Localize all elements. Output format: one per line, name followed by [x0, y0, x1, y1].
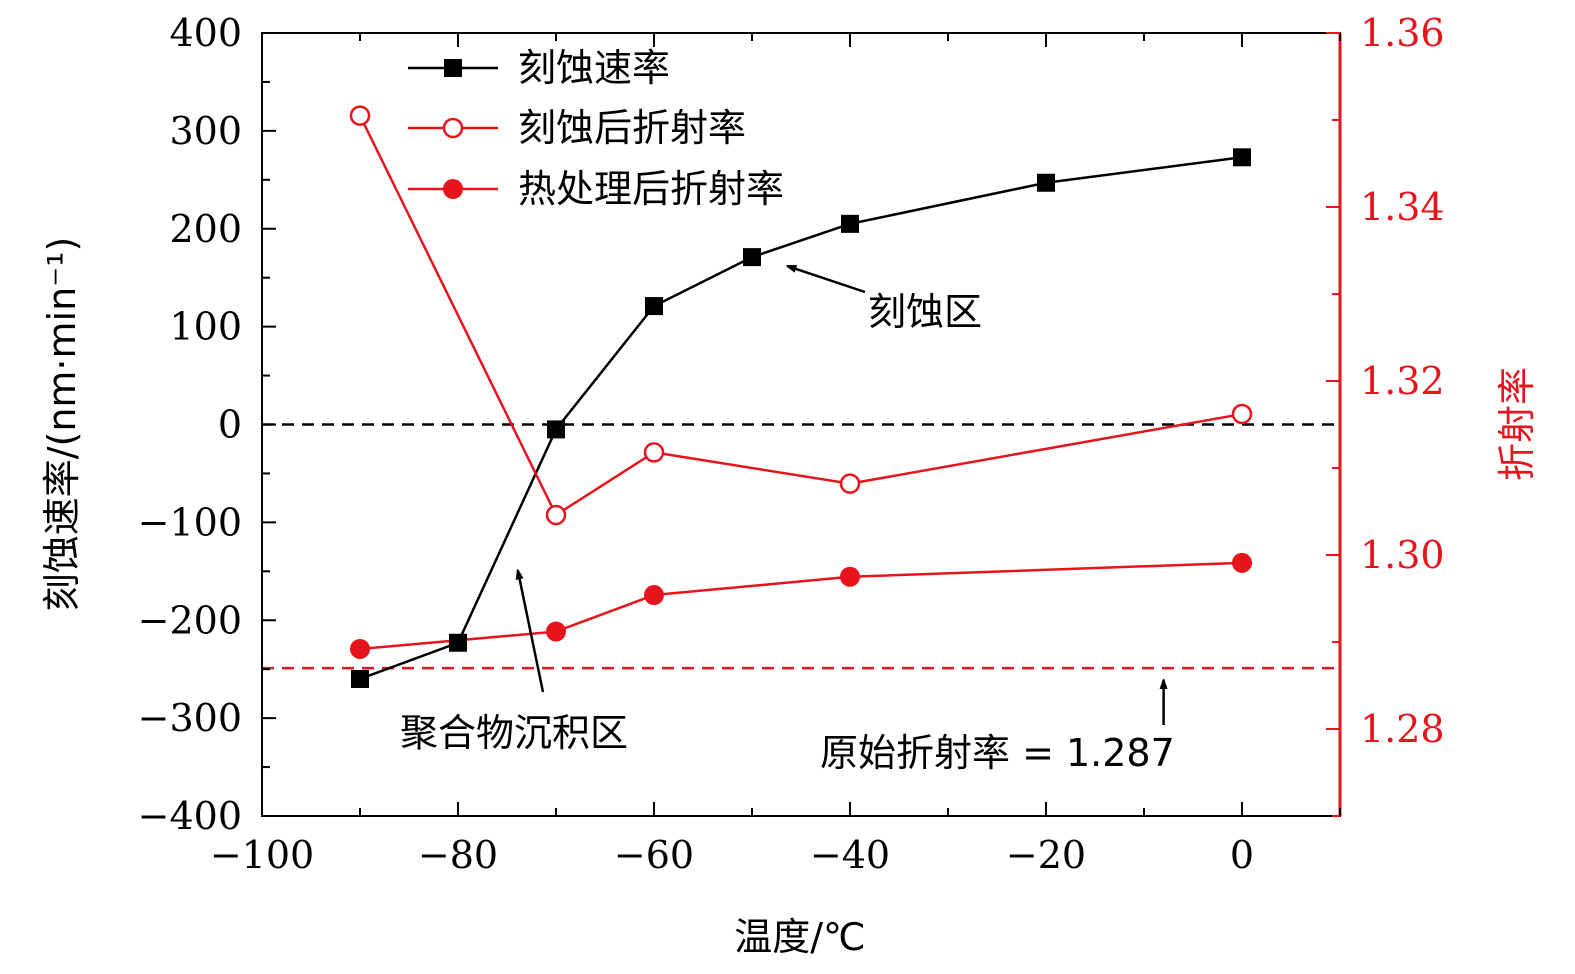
x-tick-label: −80 [418, 833, 498, 877]
original-index-label: 原始折射率 = 1.287 [820, 731, 1175, 775]
y-right-tick-label: 1.36 [1360, 11, 1445, 55]
x-tick-label: −100 [210, 833, 314, 877]
data-point-square [1037, 173, 1055, 192]
x-tick-label: 0 [1230, 833, 1254, 877]
reference-lines [262, 423, 1340, 670]
etch-zone-arrow [787, 264, 866, 294]
y-left-tick-label: 0 [218, 403, 242, 447]
data-point-filled-circle [546, 621, 566, 642]
y-left-tick-label: −200 [138, 598, 242, 642]
x-axis-title: 温度/℃ [734, 915, 865, 959]
data-point-filled-circle [644, 585, 664, 606]
left-y-axis-title: 刻蚀速率/(nm·min⁻¹) [40, 237, 84, 612]
data-point-filled-circle [1232, 552, 1252, 573]
legend-label: 热处理后折射率 [518, 167, 784, 211]
legend-label: 刻蚀速率 [518, 46, 670, 90]
data-point-open-circle [1231, 403, 1253, 425]
data-point-open-circle [643, 442, 665, 463]
right-y-axis-title: 折射率 [1495, 367, 1539, 481]
etch-zone-label: 刻蚀区 [868, 290, 982, 334]
axis-ticks [261, 32, 1341, 817]
y-left-tick-label: 300 [169, 109, 242, 153]
data-point-square [645, 297, 663, 316]
y-left-tick-label: −300 [138, 696, 242, 740]
data-point-square [547, 420, 565, 439]
y-right-tick-label: 1.30 [1360, 533, 1445, 577]
legend-marker [442, 117, 464, 139]
axis-tick-labels: −100 −80 −60 −40 −20 04003002001000−100−200−3… [138, 11, 1445, 877]
x-tick-label: −40 [810, 833, 890, 877]
series-markers [349, 105, 1253, 688]
deposition-zone-label: 聚合物沉积区 [400, 711, 628, 755]
data-point-square [351, 669, 369, 688]
x-tick-label: −60 [614, 833, 694, 877]
legend-label: 刻蚀后折射率 [518, 106, 746, 150]
y-left-tick-label: 100 [169, 305, 242, 349]
y-left-tick-label: −100 [138, 500, 242, 544]
data-point-open-circle [349, 105, 371, 126]
data-point-open-circle [545, 504, 567, 526]
deposition-zone-arrow [518, 570, 545, 693]
data-point-filled-circle [840, 566, 860, 587]
y-right-tick-label: 1.34 [1360, 185, 1445, 229]
series-line [359, 561, 1243, 651]
y-right-tick-label: 1.28 [1360, 707, 1445, 751]
y-left-tick-label: 400 [169, 11, 242, 55]
y-left-tick-label: 200 [169, 207, 242, 251]
x-tick-label: −20 [1006, 833, 1086, 877]
legend-marker [443, 179, 463, 199]
series-lines [358, 115, 1243, 681]
y-left-tick-label: −400 [138, 794, 242, 838]
data-point-square [743, 248, 761, 267]
data-point-square [841, 214, 859, 233]
data-point-filled-circle [350, 638, 370, 659]
data-point-square [1233, 148, 1251, 167]
data-point-open-circle [839, 473, 861, 494]
legend-marker [444, 59, 462, 77]
data-point-square [449, 633, 467, 652]
y-right-tick-label: 1.32 [1360, 359, 1445, 403]
series-line [359, 156, 1243, 681]
